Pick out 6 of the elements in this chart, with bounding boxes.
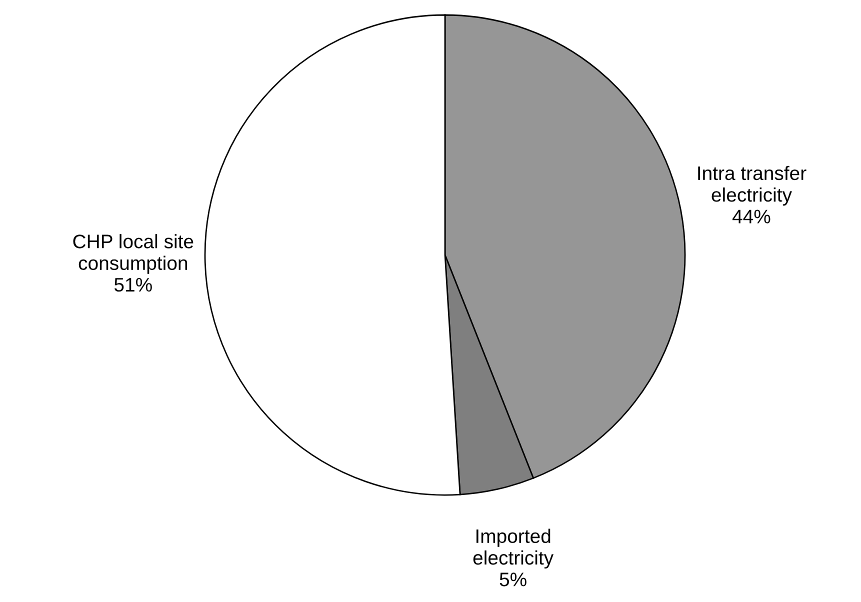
data-label: 44% bbox=[732, 210, 770, 224]
slice-label: Intra transfer electricity bbox=[698, 166, 806, 206]
data-label: 5% bbox=[500, 572, 526, 586]
slice-label: CHP local site consumption bbox=[73, 234, 194, 274]
slice-label: Imported electricity bbox=[473, 528, 554, 569]
data-label: 51% bbox=[114, 278, 152, 292]
